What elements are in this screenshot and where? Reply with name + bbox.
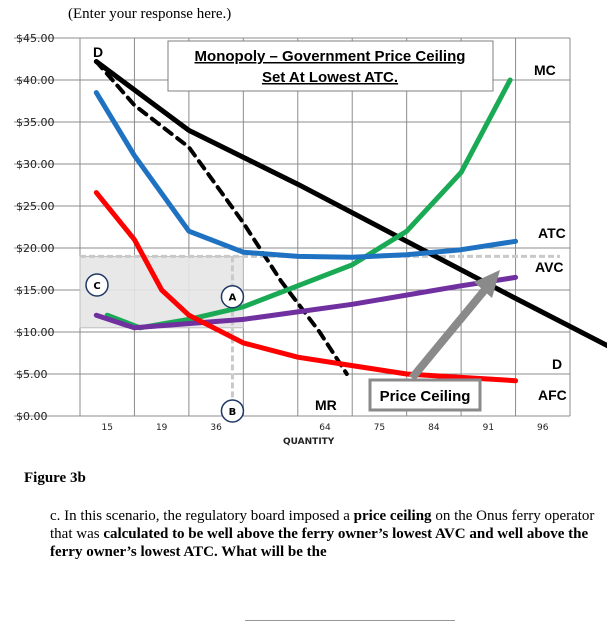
point-circle (220, 284, 245, 309)
label-d-top: D (93, 44, 103, 60)
point-label: A (229, 293, 237, 304)
x-tick-label: 84 (428, 423, 440, 433)
title-line-2: Set At Lowest ATC. (262, 69, 398, 86)
response-placeholder[interactable]: (Enter your response here.) (68, 6, 232, 22)
question-bold-2: calculated to be well above the ferry ow… (50, 526, 589, 560)
y-tick-label: $40.00 (16, 74, 55, 87)
y-tick-label: $35.00 (16, 116, 55, 129)
series-avc (93, 274, 519, 331)
tick-labels: $0.00 $5.00 $10.00 $15.00 $20.00 $25.00 $30.00… (16, 32, 549, 447)
y-tick-label: $10.00 (16, 326, 55, 339)
y-tick-label: $5.00 (16, 368, 48, 381)
question-bold-1: price ceiling (353, 508, 432, 524)
point-label: C (93, 281, 100, 292)
title-box (167, 40, 494, 92)
x-tick-label: 36 (210, 423, 222, 433)
chart-title: Monopoly – Government Price Ceiling Set A… (167, 40, 494, 92)
point-circle (85, 273, 109, 297)
x-tick-label: 91 (483, 423, 494, 433)
y-tick-label: $0.00 (16, 410, 48, 423)
callout-label: Price Ceiling (380, 388, 471, 405)
x-tick-label: 64 (319, 423, 331, 433)
question-mid: on the Onus ferry operator that was (50, 508, 595, 542)
figure-label: Figure 3b (24, 470, 86, 486)
series-d (93, 59, 607, 349)
point-marker-c: C (85, 273, 109, 297)
label-afc: AFC (538, 387, 567, 403)
series-mr (94, 59, 349, 376)
callout-arrow-shaft (408, 283, 492, 381)
series-group (93, 59, 607, 384)
price-ceiling-callout: Price Ceiling (368, 270, 500, 412)
label-atc: ATC (538, 225, 566, 241)
x-tick-label: 75 (374, 423, 385, 433)
title-line-1: Monopoly – Government Price Ceiling (195, 48, 466, 65)
x-tick-label: 15 (101, 423, 112, 433)
label-mc: MC (534, 62, 556, 78)
monopoly-chart: $0.00 $5.00 $10.00 $15.00 $20.00 $25.00 $30.00… (14, 32, 607, 447)
question-text: c. In this scenario, the regulatory boar… (50, 507, 595, 561)
answer-field[interactable] (245, 620, 455, 625)
y-tick-label: $15.00 (16, 284, 55, 297)
y-tick-label: $20.00 (16, 242, 55, 255)
point-label: B (229, 407, 237, 418)
annotations: Monopoly – Government Price Ceiling Set A… (85, 40, 567, 423)
point-circle (220, 399, 245, 423)
series-atc (93, 90, 519, 260)
question-prefix: c. In this scenario, the regulatory boar… (50, 508, 354, 524)
x-axis-label: QUANTITY (283, 437, 335, 447)
callout-box (368, 378, 482, 412)
series-afc (93, 190, 519, 384)
label-avc: AVC (535, 259, 564, 275)
x-tick-label: 19 (156, 423, 168, 433)
y-tick-label: $30.00 (16, 158, 55, 171)
y-tick-label: $25.00 (16, 200, 55, 213)
callout-arrow-head (474, 270, 500, 298)
label-mr: MR (315, 397, 337, 413)
point-marker-b: B (220, 399, 245, 423)
point-marker-a: A (220, 284, 245, 309)
label-d-bottom: D (552, 356, 562, 372)
x-tick-label: 96 (537, 423, 549, 433)
y-tick-label: $45.00 (16, 32, 55, 45)
